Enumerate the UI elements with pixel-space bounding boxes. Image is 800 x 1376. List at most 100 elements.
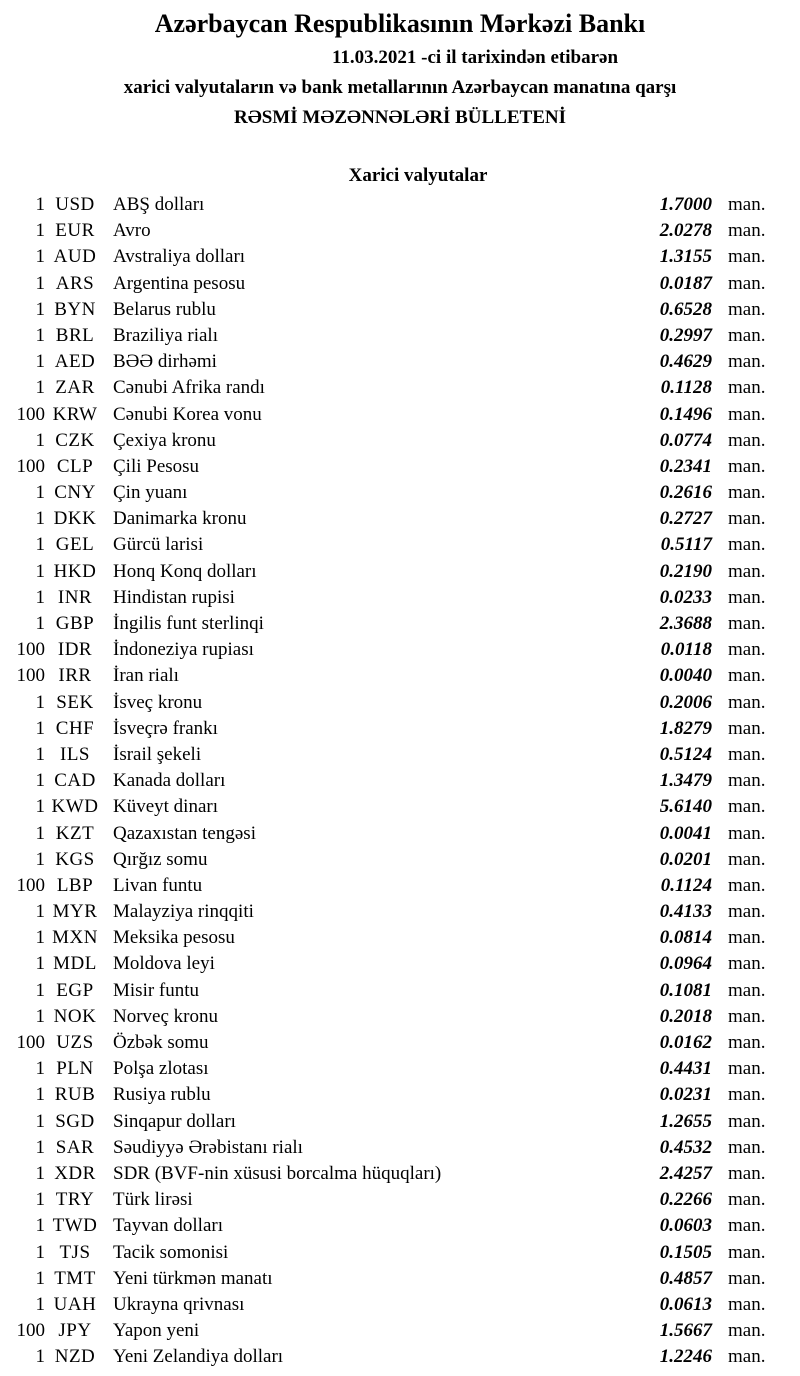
- quantity-cell: 1: [35, 1215, 46, 1237]
- unit-cell: man.: [728, 246, 766, 268]
- rate-cell: 0.0233: [659, 586, 712, 608]
- rate-cell: 0.1081: [659, 979, 712, 1001]
- currency-name-cell: Norveç kronu: [113, 1005, 218, 1027]
- rate-cell: 0.0187: [659, 272, 712, 294]
- unit-cell: man.: [728, 901, 766, 923]
- currency-name-cell: Sinqapur dolları: [113, 1110, 236, 1132]
- rate-cell: 0.0964: [659, 953, 712, 975]
- currency-name-cell: Türk lirəsi: [113, 1189, 193, 1211]
- currency-code-cell: AED: [54, 351, 96, 373]
- currency-code-cell: KWD: [51, 796, 99, 818]
- unit-cell: man.: [728, 298, 766, 320]
- quantity-cell: 1: [35, 1005, 46, 1027]
- table-row: 1 AED BƏƏ dirhəmi 0.4629 man.: [0, 349, 800, 375]
- rate-cell: 0.4857: [659, 1267, 712, 1289]
- table-row: 1 KWD Küveyt dinarı 5.6140 man.: [0, 794, 800, 820]
- currency-name-cell: İngilis funt sterlinqi: [113, 613, 264, 634]
- currency-code-cell: SEK: [56, 691, 94, 713]
- table-row: 1 NZD Yeni Zelandiya dolları 1.2246 man.: [0, 1344, 800, 1370]
- currency-name-cell: Yapon yeni: [113, 1320, 200, 1342]
- unit-cell: man.: [728, 665, 766, 687]
- rate-cell: 2.0278: [659, 220, 712, 242]
- rate-cell: 0.0603: [659, 1215, 712, 1237]
- quantity-cell: 100: [16, 1320, 46, 1342]
- currency-code-cell: KRW: [52, 403, 98, 425]
- unit-cell: man.: [728, 377, 766, 399]
- currency-name-cell: ABŞ dolları: [113, 194, 205, 215]
- unit-cell: man.: [728, 613, 766, 634]
- quantity-cell: 1: [35, 194, 46, 215]
- rate-cell: 0.1128: [660, 377, 712, 399]
- rate-cell: 0.0118: [660, 639, 712, 661]
- unit-cell: man.: [728, 220, 766, 242]
- table-row: 100 CLP Çili Pesosu 0.2341 man.: [0, 454, 800, 480]
- quantity-cell: 1: [35, 1267, 46, 1289]
- unit-cell: man.: [728, 429, 766, 451]
- table-row: 1 HKD Honq Konq dolları 0.2190 man.: [0, 559, 800, 585]
- rate-cell: 0.2266: [659, 1189, 712, 1211]
- currency-name-cell: İndoneziya rupiası: [113, 639, 254, 661]
- bulletin-title: RƏSMİ MƏZƏNNƏLƏRİ BÜLLETENİ: [233, 107, 566, 128]
- currency-name-cell: İran rialı: [113, 665, 179, 687]
- currency-code-cell: ILS: [60, 743, 90, 765]
- currency-name-cell: Çexiya kronu: [113, 429, 216, 451]
- quantity-cell: 1: [35, 796, 46, 818]
- rate-cell: 0.0201: [659, 848, 712, 870]
- quantity-cell: 1: [35, 1084, 46, 1106]
- currency-code-cell: EGP: [56, 979, 94, 1001]
- currency-name-cell: Danimarka kronu: [113, 508, 247, 530]
- table-row: 1 INR Hindistan rupisi 0.0233 man.: [0, 585, 800, 611]
- currency-code-cell: MDL: [53, 953, 97, 975]
- currency-code-cell: SAR: [55, 1136, 95, 1158]
- table-row: 1 USD ABŞ dolları 1.7000 man.: [0, 192, 800, 218]
- rate-cell: 0.2341: [659, 455, 712, 477]
- currency-name-cell: Honq Konq dolları: [113, 560, 257, 582]
- unit-cell: man.: [728, 1346, 766, 1368]
- currency-code-cell: RUB: [54, 1084, 96, 1106]
- rate-cell: 1.2655: [659, 1110, 712, 1132]
- table-row: 100 UZS Özbək somu 0.0162 man.: [0, 1030, 800, 1056]
- currency-name-cell: Argentina pesosu: [113, 272, 246, 294]
- currency-name-cell: Qazaxıstan tengəsi: [113, 822, 256, 844]
- quantity-cell: 1: [35, 1241, 46, 1263]
- rate-cell: 1.7000: [659, 194, 712, 215]
- currency-code-cell: CHF: [55, 717, 95, 739]
- currency-name-cell: Belarus rublu: [113, 298, 216, 320]
- unit-cell: man.: [728, 482, 766, 504]
- quantity-cell: 1: [35, 586, 46, 608]
- currency-code-cell: MXN: [52, 927, 98, 949]
- quantity-cell: 1: [35, 1110, 46, 1132]
- unit-cell: man.: [728, 1189, 766, 1211]
- unit-cell: man.: [728, 848, 766, 870]
- quantity-cell: 100: [16, 1032, 46, 1053]
- page-title: Azərbaycan Respublikasının Mərkəzi Bankı: [154, 9, 646, 38]
- currency-code-cell: LBP: [56, 874, 94, 896]
- rate-cell: 0.6528: [659, 298, 712, 320]
- quantity-cell: 1: [35, 324, 46, 346]
- quantity-cell: 1: [35, 1162, 46, 1184]
- table-row: 1 AUD Avstraliya dolları 1.3155 man.: [0, 244, 800, 270]
- rate-cell: 0.4133: [659, 901, 712, 923]
- rate-cell: 0.4431: [659, 1058, 712, 1080]
- quantity-cell: 1: [35, 534, 46, 556]
- currency-code-cell: XDR: [54, 1162, 96, 1184]
- currency-code-cell: CAD: [54, 770, 96, 792]
- quantity-cell: 100: [16, 874, 46, 896]
- unit-cell: man.: [728, 1162, 766, 1184]
- unit-cell: man.: [728, 953, 766, 975]
- quantity-cell: 1: [35, 1058, 46, 1080]
- rate-cell: 5.6140: [659, 796, 712, 818]
- quantity-cell: 1: [35, 1346, 46, 1368]
- table-row: 1 GBP İngilis funt sterlinqi 2.3688 man.: [0, 611, 800, 637]
- quantity-cell: 1: [35, 246, 46, 268]
- currency-name-cell: Cənubi Afrika randı: [113, 377, 265, 399]
- rate-cell: 0.0162: [659, 1032, 712, 1053]
- currency-code-cell: IRR: [58, 665, 92, 687]
- unit-cell: man.: [728, 351, 766, 373]
- table-row: 1 SEK İsveç kronu 0.2006 man.: [0, 690, 800, 716]
- currency-code-cell: MYR: [52, 901, 98, 923]
- table-row: 1 DKK Danimarka kronu 0.2727 man.: [0, 506, 800, 532]
- currency-code-cell: ARS: [55, 272, 95, 294]
- table-row: 100 KRW Cənubi Korea vonu 0.1496 man.: [0, 402, 800, 428]
